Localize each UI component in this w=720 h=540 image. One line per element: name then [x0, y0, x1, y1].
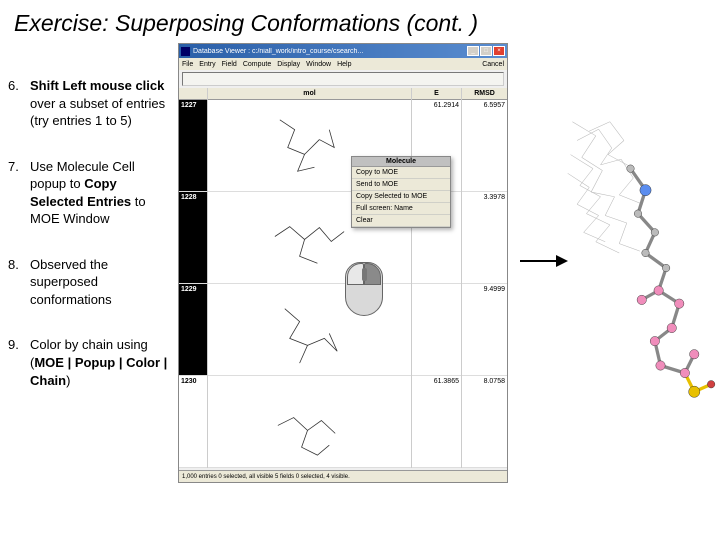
step-number: 9.: [8, 336, 30, 389]
e-cell[interactable]: 61.3865: [412, 376, 461, 468]
screenshot-column: Database Viewer : c:/niall_work/intro_co…: [178, 43, 508, 483]
menu-item[interactable]: File: [182, 61, 193, 68]
instruction-step: 6.Shift Left mouse click over a subset o…: [8, 77, 168, 130]
message-bar: [182, 72, 504, 86]
row-header[interactable]: [179, 88, 207, 100]
cancel-menu[interactable]: Cancel: [482, 61, 504, 68]
menu-item[interactable]: Entry: [199, 61, 215, 68]
rmsd-column-header[interactable]: RMSD: [462, 88, 507, 100]
data-grid: 1227122812291230 mol E 61.291461.3865 RM…: [179, 88, 507, 468]
rmsd-cell[interactable]: 6.5957: [462, 100, 507, 192]
close-button[interactable]: ×: [493, 46, 505, 56]
window-title: Database Viewer : c:/niall_work/intro_co…: [193, 48, 466, 55]
step-text: Observed the superposed conformations: [30, 256, 168, 309]
content-area: 6.Shift Left mouse click over a subset o…: [0, 43, 720, 483]
instruction-step: 9.Color by chain using (MOE | Popup | Co…: [8, 336, 168, 389]
popup-menu-item[interactable]: Clear: [352, 215, 450, 227]
status-bar: 1,000 entries 0 selected, all visible 5 …: [179, 470, 507, 482]
instructions-column: 6.Shift Left mouse click over a subset o…: [8, 43, 168, 483]
rmsd-cell[interactable]: 8.0758: [462, 376, 507, 468]
menu-item[interactable]: Field: [222, 61, 237, 68]
popup-menu-item[interactable]: Send to MOE: [352, 179, 450, 191]
row-header-cell[interactable]: 1230: [179, 376, 207, 468]
slide-title: Exercise: Superposing Conformations (con…: [0, 0, 720, 43]
result-column: [518, 43, 712, 483]
step-text: Shift Left mouse click over a subset of …: [30, 77, 168, 130]
mouse-illustration: [345, 262, 383, 316]
mouse-body: [345, 262, 383, 316]
menu-item[interactable]: Help: [337, 61, 351, 68]
instruction-step: 8.Observed the superposed conformations: [8, 256, 168, 309]
molecule-cell[interactable]: [208, 376, 411, 468]
mouse-wheel: [362, 268, 367, 281]
instruction-step: 7.Use Molecule Cell popup to Copy Select…: [8, 158, 168, 228]
molecule-context-popup: Molecule Copy to MOESend to MOECopy Sele…: [351, 156, 451, 228]
maximize-button[interactable]: □: [480, 46, 492, 56]
popup-menu-item[interactable]: Full screen: Name: [352, 203, 450, 215]
menu-item[interactable]: Compute: [243, 61, 271, 68]
rmsd-cell[interactable]: 3.3978: [462, 192, 507, 284]
e-column-header[interactable]: E: [412, 88, 461, 100]
window-titlebar[interactable]: Database Viewer : c:/niall_work/intro_co…: [179, 44, 507, 58]
menu-item[interactable]: Window: [306, 61, 331, 68]
step-number: 8.: [8, 256, 30, 309]
step-text: Color by chain using (MOE | Popup | Colo…: [30, 336, 168, 389]
menu-item[interactable]: Display: [277, 61, 300, 68]
e-cell[interactable]: [412, 284, 461, 376]
mol-column-header[interactable]: mol: [208, 88, 411, 100]
popup-menu-item[interactable]: Copy to MOE: [352, 167, 450, 179]
step-number: 6.: [8, 77, 30, 130]
row-header-cell[interactable]: 1228: [179, 192, 207, 284]
popup-menu-item[interactable]: Copy Selected to MOE: [352, 191, 450, 203]
minimize-button[interactable]: _: [467, 46, 479, 56]
rmsd-cell[interactable]: 9.4999: [462, 284, 507, 376]
step-text: Use Molecule Cell popup to Copy Selected…: [30, 158, 168, 228]
app-icon: [181, 47, 190, 56]
row-header-cell[interactable]: 1227: [179, 100, 207, 192]
popup-title: Molecule: [352, 157, 450, 167]
step-number: 7.: [8, 158, 30, 228]
row-header-cell[interactable]: 1229: [179, 284, 207, 376]
menu-bar: File Entry Field Compute Display Window Help Ca…: [179, 58, 507, 70]
superposed-molecule-view: [548, 103, 720, 403]
database-viewer-window: Database Viewer : c:/niall_work/intro_co…: [178, 43, 508, 483]
